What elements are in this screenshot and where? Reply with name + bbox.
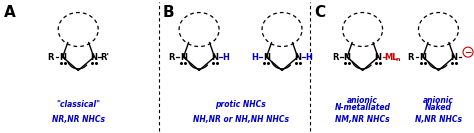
Text: N: N — [211, 53, 218, 62]
Text: n: n — [395, 57, 400, 62]
Text: R: R — [408, 53, 414, 62]
Text: N-metallated: N-metallated — [335, 103, 391, 112]
Text: R: R — [47, 53, 54, 62]
Text: N: N — [344, 53, 351, 62]
Text: N: N — [90, 53, 97, 62]
Text: ML: ML — [384, 53, 398, 62]
Text: H: H — [251, 53, 258, 62]
Text: C: C — [314, 5, 326, 20]
Text: N: N — [450, 53, 457, 62]
Text: N: N — [374, 53, 382, 62]
Text: N: N — [59, 53, 66, 62]
Text: N,NR NHCs: N,NR NHCs — [415, 115, 462, 124]
Text: H: H — [222, 53, 229, 62]
Text: A: A — [4, 5, 16, 20]
Text: N: N — [263, 53, 270, 62]
Text: anionic: anionic — [423, 96, 454, 105]
Text: Naked: Naked — [425, 103, 452, 112]
Text: −: − — [464, 48, 472, 57]
Text: anionic: anionic — [347, 96, 378, 105]
Text: NR,NR NHCs: NR,NR NHCs — [52, 115, 105, 124]
Text: "classical": "classical" — [56, 100, 100, 109]
Text: B: B — [163, 5, 174, 20]
Text: R: R — [332, 53, 338, 62]
Text: NM,NR NHCs: NM,NR NHCs — [335, 115, 390, 124]
Text: N: N — [294, 53, 301, 62]
Text: R': R' — [100, 53, 109, 62]
Text: N: N — [419, 53, 427, 62]
Text: NH,NR or NH,NH NHCs: NH,NR or NH,NH NHCs — [192, 115, 289, 124]
Text: protic NHCs: protic NHCs — [215, 100, 266, 109]
Text: N: N — [180, 53, 187, 62]
Text: R: R — [168, 53, 175, 62]
Text: H: H — [305, 53, 312, 62]
